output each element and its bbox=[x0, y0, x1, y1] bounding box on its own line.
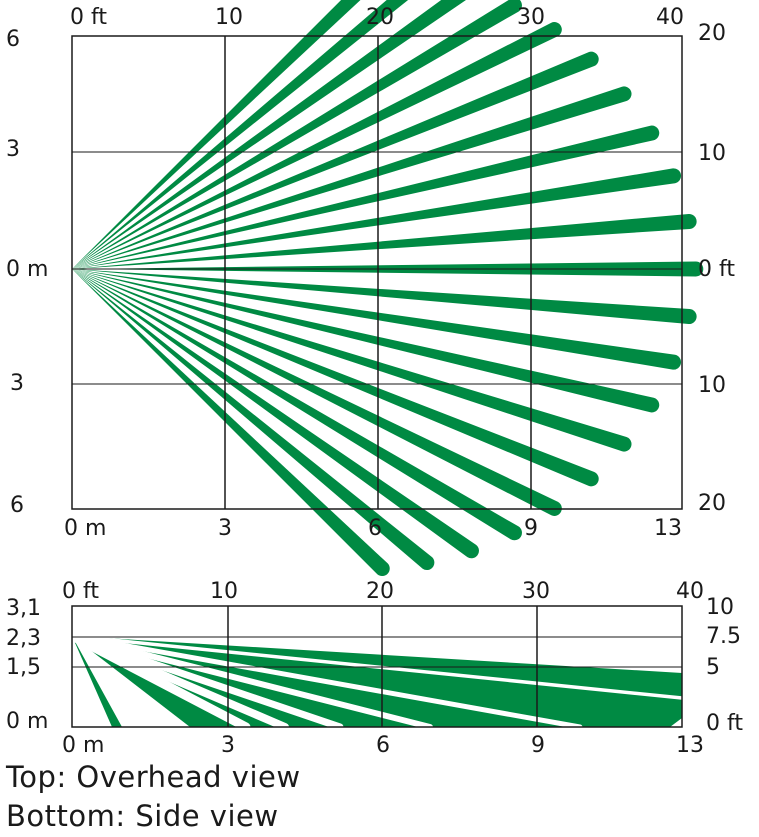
side-beam-gap bbox=[67, 631, 251, 732]
overhead-beam bbox=[72, 269, 522, 541]
side-left-tick: 0 m bbox=[6, 709, 48, 734]
overhead-left-axis: 6 3 0 m 3 6 bbox=[6, 27, 48, 518]
side-bottom-tick: 3 bbox=[221, 733, 235, 758]
side-bottom-axis: 0 m 3 6 9 13 bbox=[62, 733, 704, 758]
side-bottom-tick: 6 bbox=[376, 733, 390, 758]
overhead-beam bbox=[72, 0, 466, 269]
side-top-axis: 0 ft 10 20 30 40 bbox=[62, 579, 704, 604]
overhead-left-tick: 3 bbox=[10, 371, 24, 396]
overhead-top-tick: 10 bbox=[215, 5, 243, 30]
overhead-bottom-tick: 0 m bbox=[64, 516, 106, 541]
overhead-bottom-tick: 6 bbox=[368, 516, 382, 541]
side-right-tick: 7.5 bbox=[706, 624, 741, 649]
overhead-top-tick: 40 bbox=[656, 5, 684, 30]
side-right-axis: 10 7.5 5 0 ft bbox=[706, 595, 743, 736]
side-beam-gap-wedge bbox=[72, 636, 190, 727]
overhead-beam bbox=[72, 269, 390, 577]
side-top-tick: 20 bbox=[366, 579, 394, 604]
overhead-beam bbox=[72, 0, 361, 269]
overhead-right-tick: 10 bbox=[698, 141, 726, 166]
side-right-tick: 10 bbox=[706, 595, 734, 620]
side-left-tick: 3,1 bbox=[6, 596, 41, 621]
overhead-left-tick: 6 bbox=[6, 27, 20, 52]
caption-side: Bottom: Side view bbox=[6, 799, 279, 833]
side-bottom-tick: 13 bbox=[676, 733, 704, 758]
side-top-tick: 0 ft bbox=[62, 579, 99, 604]
side-beam-gap bbox=[69, 633, 433, 730]
overhead-bottom-tick: 3 bbox=[218, 516, 232, 541]
overhead-left-tick: 0 m bbox=[6, 257, 48, 282]
overhead-left-tick: 3 bbox=[6, 137, 20, 162]
side-beams bbox=[67, 631, 684, 732]
side-top-tick: 40 bbox=[676, 579, 704, 604]
overhead-beam bbox=[72, 0, 409, 269]
overhead-bottom-tick: 13 bbox=[654, 516, 682, 541]
overhead-beams bbox=[72, 0, 704, 577]
overhead-beam bbox=[72, 86, 632, 269]
side-beam-gaps bbox=[67, 631, 684, 732]
overhead-left-tick: 6 bbox=[10, 493, 24, 518]
side-right-tick: 0 ft bbox=[706, 711, 743, 736]
overhead-beam bbox=[72, 22, 562, 269]
overhead-top-axis: 0 ft 10 20 30 40 bbox=[70, 5, 684, 30]
overhead-right-axis: 20 10 0 ft 10 20 bbox=[698, 21, 735, 516]
side-bottom-tick: 9 bbox=[531, 733, 545, 758]
overhead-beam bbox=[72, 213, 697, 269]
overhead-beam bbox=[72, 269, 435, 571]
overhead-right-tick: 0 ft bbox=[698, 257, 735, 282]
overhead-beam bbox=[72, 269, 660, 413]
overhead-right-tick: 20 bbox=[698, 21, 726, 46]
overhead-top-tick: 30 bbox=[517, 5, 545, 30]
overhead-beam bbox=[72, 269, 479, 559]
overhead-beam bbox=[72, 269, 697, 325]
overhead-beam bbox=[72, 269, 599, 487]
overhead-right-tick: 10 bbox=[698, 373, 726, 398]
overhead-frame bbox=[71, 35, 683, 510]
overhead-beam bbox=[72, 125, 660, 269]
side-bottom-tick: 0 m bbox=[62, 733, 104, 758]
overhead-beam bbox=[72, 51, 599, 270]
overhead-bottom-axis: 0 m 3 6 9 13 bbox=[64, 516, 682, 541]
side-left-tick: 1,5 bbox=[6, 655, 41, 680]
side-right-tick: 5 bbox=[706, 655, 720, 680]
overhead-beam bbox=[72, 0, 522, 269]
overhead-bottom-tick: 9 bbox=[524, 516, 538, 541]
overhead-beam bbox=[72, 269, 632, 452]
overhead-right-tick: 20 bbox=[698, 491, 726, 516]
side-beam-gap bbox=[69, 633, 583, 730]
overhead-grid bbox=[71, 35, 683, 510]
overhead-top-tick: 0 ft bbox=[70, 5, 107, 30]
side-top-tick: 10 bbox=[210, 579, 238, 604]
side-grid bbox=[71, 605, 683, 728]
side-left-tick: 2,3 bbox=[6, 626, 41, 651]
overhead-beam bbox=[72, 269, 562, 516]
caption-overhead: Top: Overhead view bbox=[6, 760, 301, 794]
overhead-top-tick: 20 bbox=[366, 5, 394, 30]
side-view: 0 ft 10 20 30 40 0 m 3 6 9 13 3,1 2,3 1,… bbox=[6, 579, 743, 758]
side-left-axis: 3,1 2,3 1,5 0 m bbox=[6, 596, 48, 734]
overhead-view: 0 ft 10 20 30 40 0 m 3 6 9 13 6 3 0 m 3 … bbox=[6, 0, 735, 577]
side-top-tick: 30 bbox=[522, 579, 550, 604]
